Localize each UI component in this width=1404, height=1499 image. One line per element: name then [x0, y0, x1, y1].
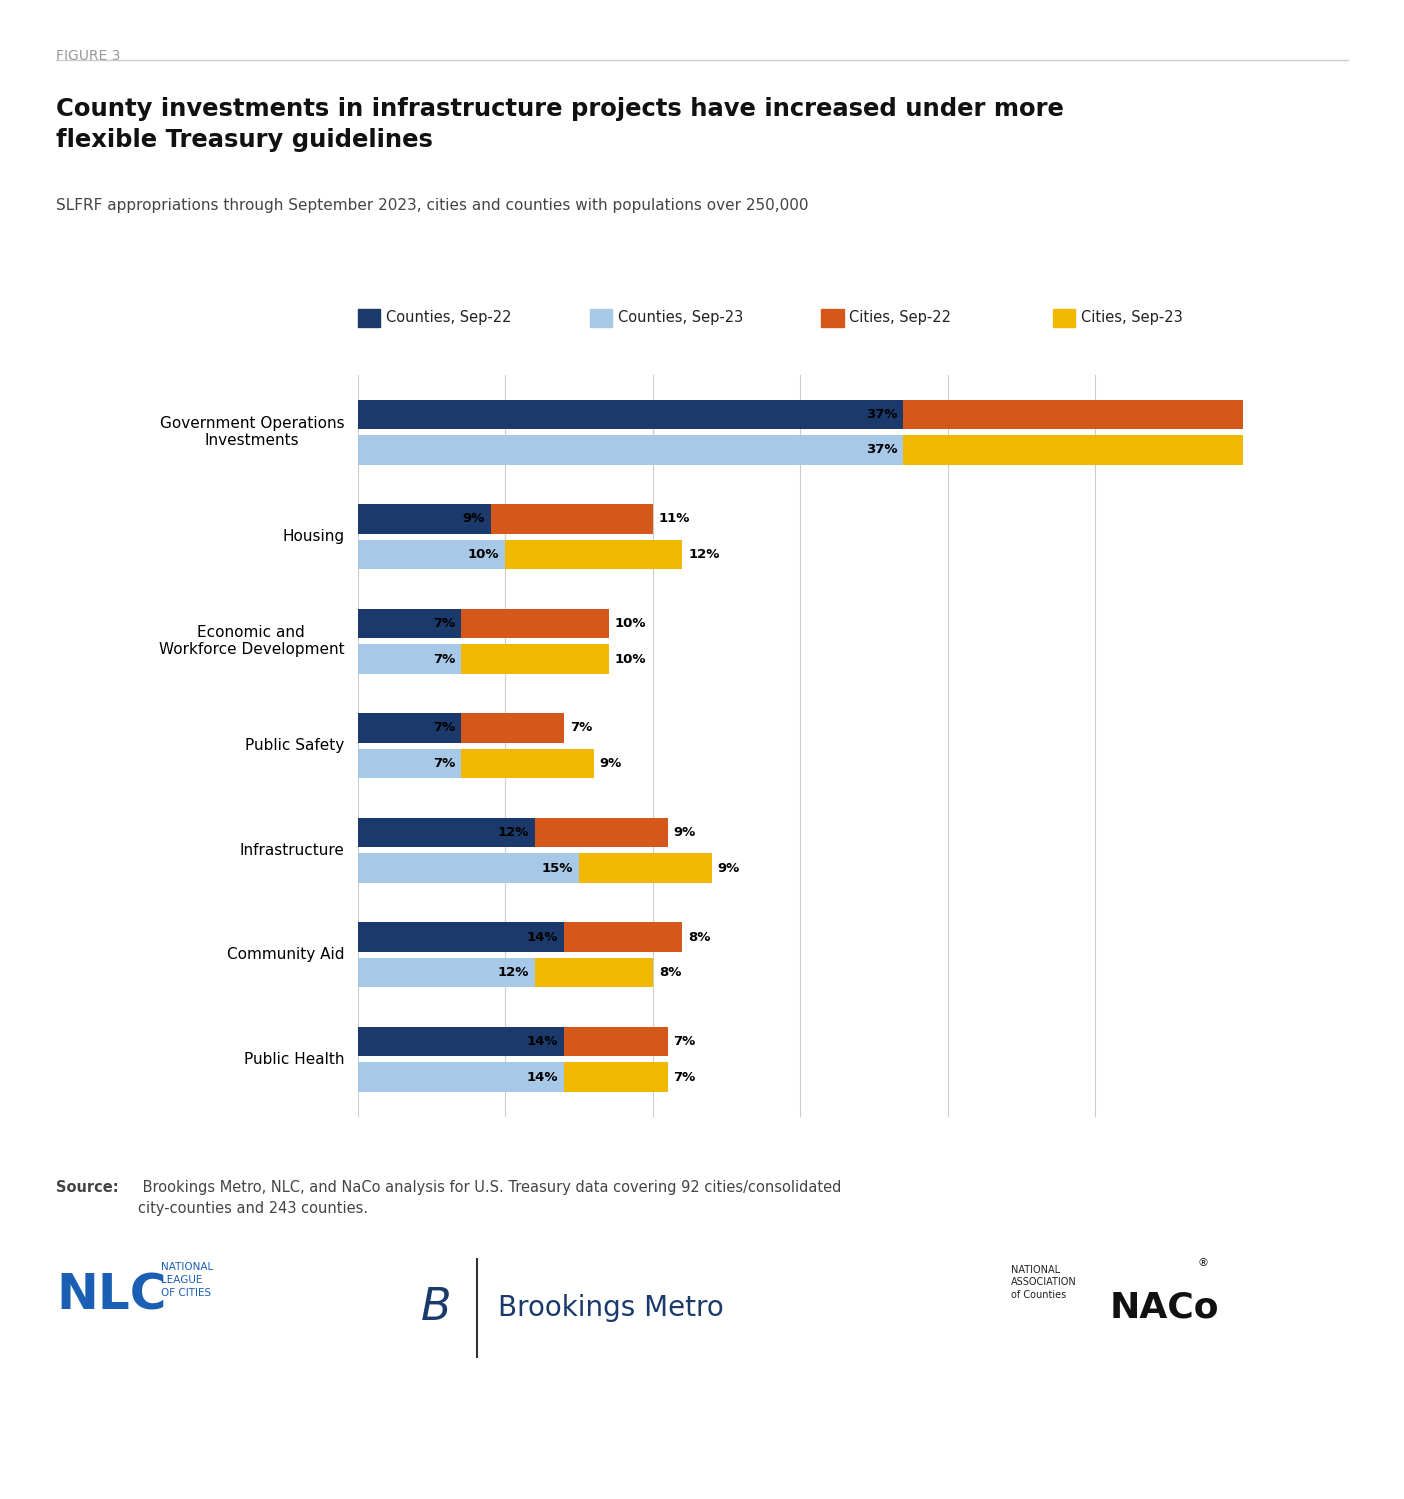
Text: 12%: 12% [497, 826, 529, 839]
Bar [535, 958, 653, 988]
Text: 10%: 10% [615, 618, 646, 630]
Text: 8%: 8% [688, 931, 710, 943]
Text: Cities, Sep-23: Cities, Sep-23 [1081, 310, 1182, 325]
Bar [461, 645, 608, 673]
Bar [358, 645, 461, 673]
Bar [358, 922, 564, 952]
Text: 9%: 9% [600, 757, 622, 770]
Text: 7%: 7% [432, 652, 455, 666]
Bar [358, 504, 491, 534]
Text: NATIONAL
ASSOCIATION
of Counties: NATIONAL ASSOCIATION of Counties [1011, 1265, 1077, 1300]
Text: Counties, Sep-22: Counties, Sep-22 [386, 310, 511, 325]
Bar [358, 1063, 564, 1091]
Bar [564, 1027, 667, 1057]
Text: 9%: 9% [462, 513, 484, 526]
Bar [358, 540, 505, 570]
Text: 14%: 14% [526, 1034, 559, 1048]
Text: 37%: 37% [866, 408, 897, 421]
Bar [358, 1027, 564, 1057]
Text: 10%: 10% [468, 549, 500, 561]
Bar [358, 818, 535, 847]
Text: 7%: 7% [674, 1034, 696, 1048]
Text: Counties, Sep-23: Counties, Sep-23 [618, 310, 743, 325]
Bar [358, 435, 904, 465]
Text: Source:: Source: [56, 1180, 119, 1195]
Text: Brookings Metro, NLC, and NaCo analysis for U.S. Treasury data covering 92 citie: Brookings Metro, NLC, and NaCo analysis … [138, 1180, 841, 1216]
Text: 7%: 7% [570, 721, 592, 735]
Text: 7%: 7% [432, 721, 455, 735]
Bar [358, 750, 461, 778]
Bar [358, 853, 578, 883]
Bar [564, 922, 682, 952]
Text: NLC: NLC [56, 1271, 167, 1319]
Text: 8%: 8% [658, 965, 681, 979]
Text: 11%: 11% [658, 513, 691, 526]
Text: 14%: 14% [526, 931, 559, 943]
Text: 9%: 9% [674, 826, 696, 839]
Text: Brookings Metro: Brookings Metro [498, 1294, 724, 1322]
Text: 12%: 12% [497, 965, 529, 979]
Text: 7%: 7% [432, 757, 455, 770]
Bar [358, 958, 535, 988]
Text: County investments in infrastructure projects have increased under more
flexible: County investments in infrastructure pro… [56, 97, 1064, 151]
Bar [358, 609, 461, 639]
Text: NATIONAL
LEAGUE
OF CITIES: NATIONAL LEAGUE OF CITIES [161, 1262, 213, 1298]
Bar [461, 714, 564, 742]
Text: NACo: NACo [1109, 1291, 1219, 1325]
Bar [358, 400, 904, 429]
Text: 14%: 14% [526, 1070, 559, 1084]
Bar [491, 504, 653, 534]
Bar [578, 853, 712, 883]
Text: Cities, Sep-22: Cities, Sep-22 [849, 310, 952, 325]
Bar [461, 609, 608, 639]
Text: 7%: 7% [432, 618, 455, 630]
Text: FIGURE 3: FIGURE 3 [56, 49, 121, 63]
Bar [461, 750, 594, 778]
Bar [358, 714, 461, 742]
Bar [904, 435, 1404, 465]
Text: 9%: 9% [717, 862, 740, 874]
Text: B: B [421, 1286, 452, 1330]
Bar [505, 540, 682, 570]
Bar [564, 1063, 667, 1091]
Text: 15%: 15% [542, 862, 573, 874]
Text: 10%: 10% [615, 652, 646, 666]
Bar [904, 400, 1404, 429]
Text: 7%: 7% [674, 1070, 696, 1084]
Text: 37%: 37% [866, 444, 897, 457]
Text: ®: ® [1198, 1258, 1209, 1268]
Text: SLFRF appropriations through September 2023, cities and counties with population: SLFRF appropriations through September 2… [56, 198, 809, 213]
Bar [535, 818, 668, 847]
Text: 12%: 12% [688, 549, 720, 561]
